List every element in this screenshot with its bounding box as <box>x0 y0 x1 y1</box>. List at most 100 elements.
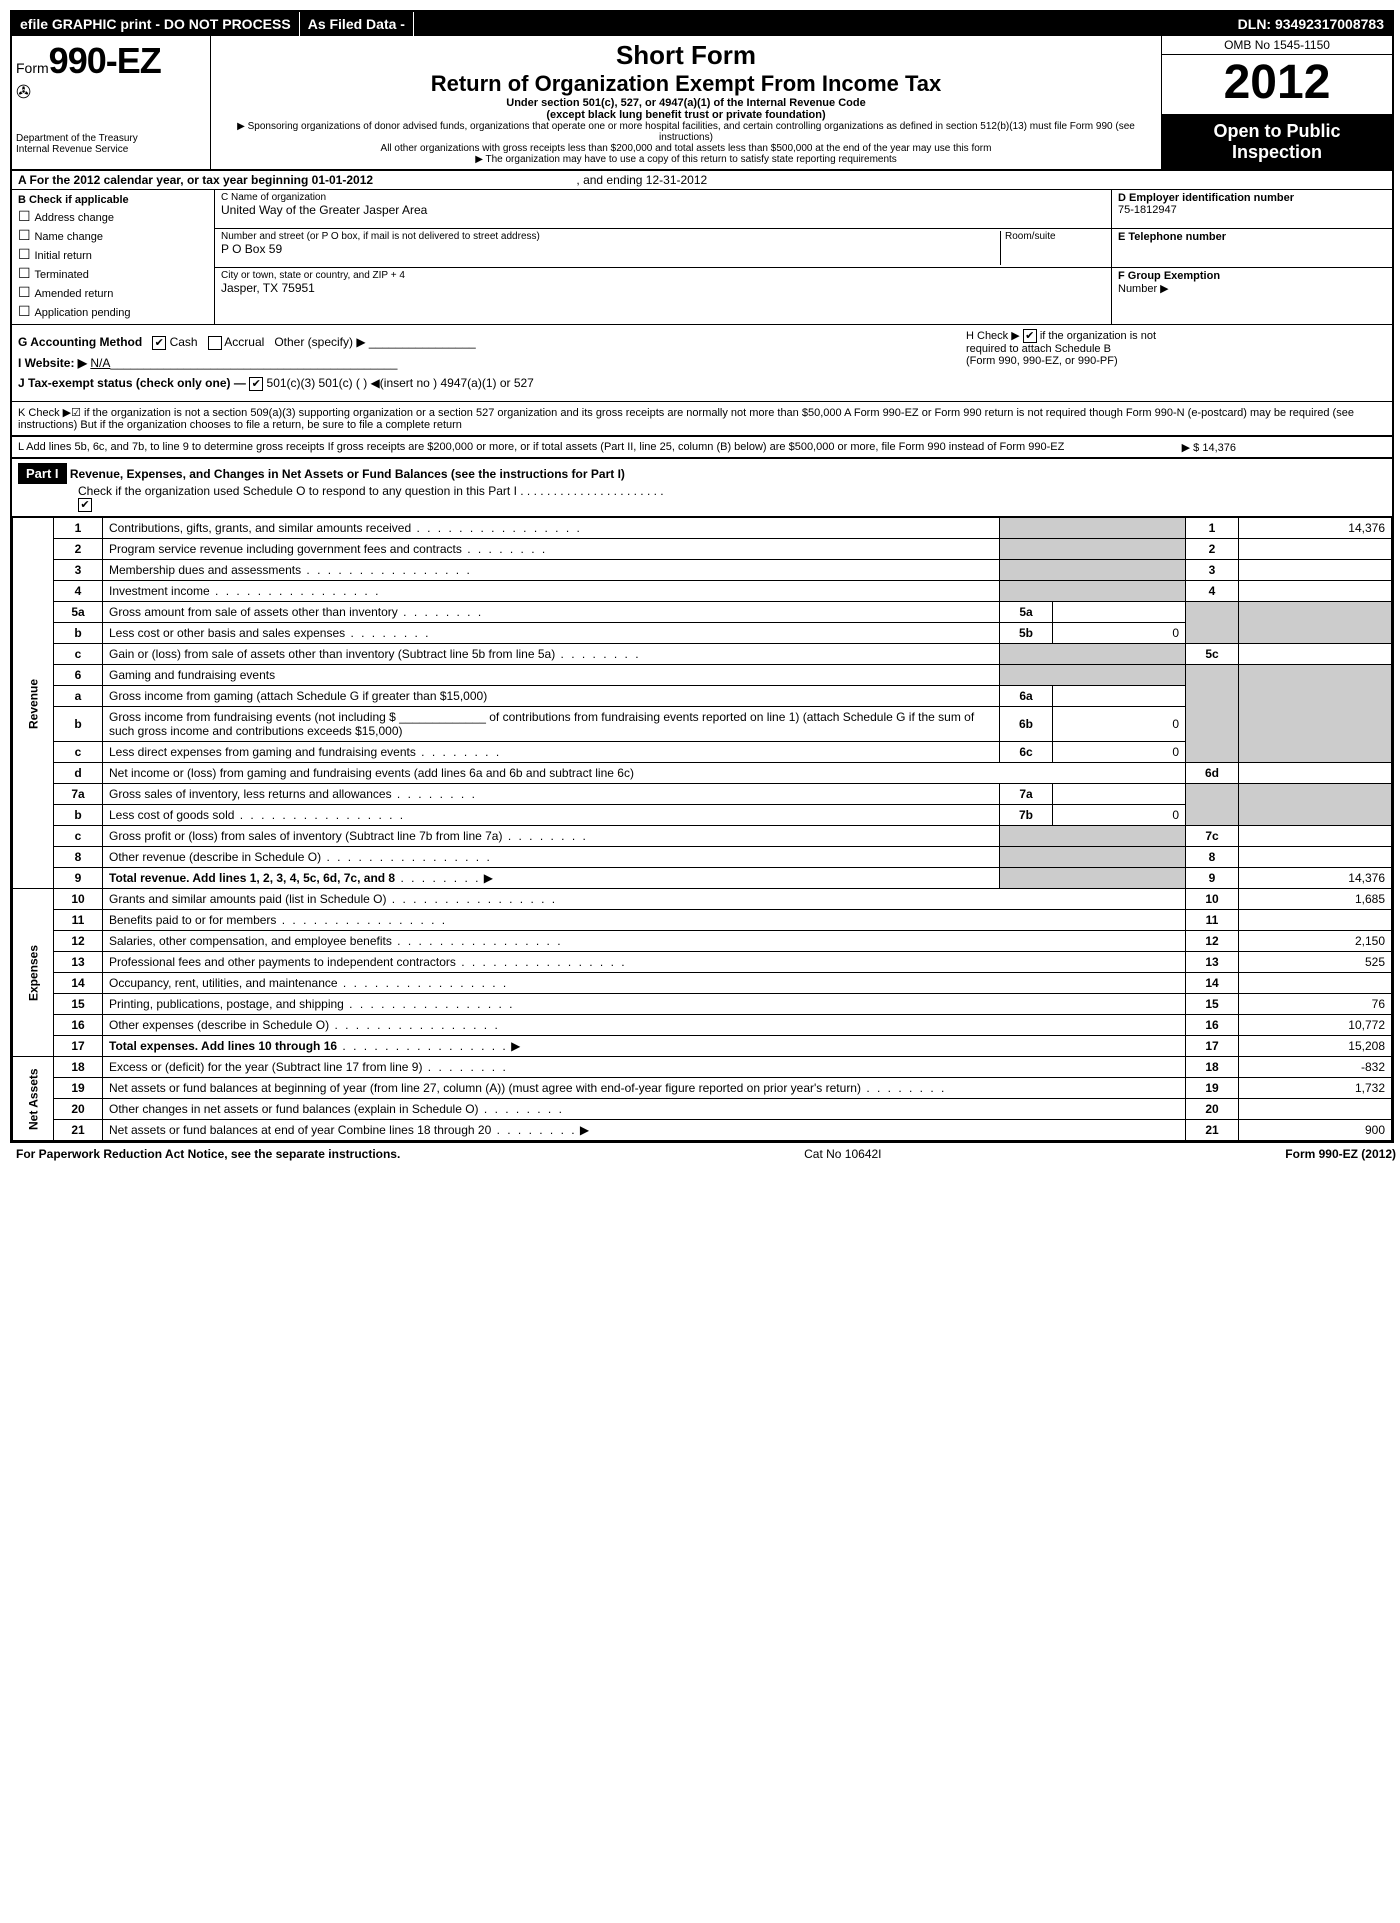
footer-right: Form 990-EZ (2012) <box>1285 1147 1396 1161</box>
c-street-label: Number and street (or P O box, if mail i… <box>221 231 540 242</box>
line12-val: 2,150 <box>1239 931 1392 952</box>
footer-left: For Paperwork Reduction Act Notice, see … <box>16 1147 400 1161</box>
ein-label: D Employer identification number <box>1118 192 1294 204</box>
line13-desc: Professional fees and other payments to … <box>109 955 456 969</box>
h-text2: if the organization is not <box>1040 330 1156 342</box>
line10-val: 1,685 <box>1239 889 1392 910</box>
line7a-desc: Gross sales of inventory, less returns a… <box>109 787 392 801</box>
g-label: G Accounting Method <box>18 335 142 349</box>
side-expenses: Expenses <box>13 889 54 1057</box>
line2-desc: Program service revenue including govern… <box>109 542 462 556</box>
line6b-desc: Gross income from fundraising events (no… <box>103 707 1000 742</box>
note-3: ▶ The organization may have to use a cop… <box>221 154 1151 165</box>
room-suite-label: Room/suite <box>1005 231 1105 242</box>
line16-desc: Other expenses (describe in Schedule O) <box>109 1018 329 1032</box>
h-text4: (Form 990, 990-EZ, or 990-PF) <box>966 355 1118 367</box>
chk-cash[interactable]: ✔ <box>152 336 166 350</box>
line15-val: 76 <box>1239 994 1392 1015</box>
org-street: P O Box 59 <box>221 242 1000 256</box>
line11-val <box>1239 910 1392 931</box>
line6b-mid: 0 <box>1053 707 1186 742</box>
form-header: Form990-EZ ✇ Department of the Treasury … <box>12 36 1392 171</box>
section-bcd: B Check if applicable Address change Nam… <box>12 190 1392 325</box>
form-title: Return of Organization Exempt From Incom… <box>221 71 1151 97</box>
l-text: L Add lines 5b, 6c, and 7b, to line 9 to… <box>18 441 1064 453</box>
line1-val: 14,376 <box>1239 518 1392 539</box>
chk-amended-return[interactable]: Amended return <box>18 284 208 301</box>
side-revenue: Revenue <box>13 518 54 889</box>
line8-val <box>1239 847 1392 868</box>
line5c-val <box>1239 644 1392 665</box>
open-public: Open to Public <box>1213 121 1340 141</box>
row-a-begin: A For the 2012 calendar year, or tax yea… <box>18 173 373 187</box>
note-2: All other organizations with gross recei… <box>221 143 1151 154</box>
line7b-mid: 0 <box>1053 805 1186 826</box>
tax-year: 2012 <box>1162 55 1392 115</box>
line16-val: 10,772 <box>1239 1015 1392 1036</box>
line19-val: 1,732 <box>1239 1078 1392 1099</box>
column-d: D Employer identification number 75-1812… <box>1112 190 1392 324</box>
line21-val: 900 <box>1239 1120 1392 1141</box>
line14-desc: Occupancy, rent, utilities, and maintena… <box>109 976 338 990</box>
ein-value: 75-1812947 <box>1118 204 1386 216</box>
i-label: I Website: ▶ <box>18 356 87 370</box>
subtitle-2: (except black lung benefit trust or priv… <box>221 109 1151 121</box>
line17-val: 15,208 <box>1239 1036 1392 1057</box>
top-bar: efile GRAPHIC print - DO NOT PROCESS As … <box>12 12 1392 36</box>
row-a: A For the 2012 calendar year, or tax yea… <box>12 171 1392 190</box>
chk-terminated[interactable]: Terminated <box>18 265 208 282</box>
line6a-desc: Gross income from gaming (attach Schedul… <box>109 689 487 703</box>
dept-treasury: Department of the Treasury <box>16 133 206 144</box>
line6-desc: Gaming and fundraising events <box>103 665 1000 686</box>
inspection-text: Inspection <box>1232 142 1322 162</box>
line3-val <box>1239 560 1392 581</box>
part1-check: Check if the organization used Schedule … <box>78 484 664 498</box>
c-name-label: C Name of organization <box>221 192 1105 203</box>
footer: For Paperwork Reduction Act Notice, see … <box>10 1143 1400 1165</box>
chk-h[interactable]: ✔ <box>1023 329 1037 343</box>
footer-mid: Cat No 10642I <box>400 1147 1285 1161</box>
j-label: J Tax-exempt status (check only one) — <box>18 376 246 390</box>
header-right: OMB No 1545-1150 2012 Open to Public Ins… <box>1161 36 1392 169</box>
line3-desc: Membership dues and assessments <box>109 563 301 577</box>
chk-application-pending[interactable]: Application pending <box>18 303 208 320</box>
line2-val <box>1239 539 1392 560</box>
line5b-desc: Less cost or other basis and sales expen… <box>109 626 345 640</box>
part1-header-row: Part I Revenue, Expenses, and Changes in… <box>12 459 1392 518</box>
chk-accrual[interactable] <box>208 336 222 350</box>
line19-desc: Net assets or fund balances at beginning… <box>109 1081 861 1095</box>
other-label: Other (specify) ▶ <box>274 335 365 349</box>
line15-desc: Printing, publications, postage, and shi… <box>109 997 344 1011</box>
line1-desc: Contributions, gifts, grants, and simila… <box>109 521 411 535</box>
subtitle-1: Under section 501(c), 527, or 4947(a)(1)… <box>221 97 1151 109</box>
line7c-val <box>1239 826 1392 847</box>
org-name: United Way of the Greater Jasper Area <box>221 203 1105 217</box>
part1-title: Revenue, Expenses, and Changes in Net As… <box>70 467 625 481</box>
chk-name-change[interactable]: Name change <box>18 227 208 244</box>
c-city-label: City or town, state or country, and ZIP … <box>221 270 1105 281</box>
line6c-mid: 0 <box>1053 742 1186 763</box>
row-a-end: , and ending 12-31-2012 <box>576 173 707 187</box>
form-number: 990-EZ <box>49 40 161 81</box>
chk-501c3[interactable]: ✔ <box>249 377 263 391</box>
cash-label: Cash <box>170 335 198 349</box>
chk-initial-return[interactable]: Initial return <box>18 246 208 263</box>
efile-notice: efile GRAPHIC print - DO NOT PROCESS <box>12 12 300 36</box>
line5b-mid: 0 <box>1053 623 1186 644</box>
line7a-mid <box>1053 784 1186 805</box>
line20-desc: Other changes in net assets or fund bala… <box>109 1102 479 1116</box>
line18-desc: Excess or (deficit) for the year (Subtra… <box>109 1060 422 1074</box>
side-netassets: Net Assets <box>13 1057 54 1141</box>
accrual-label: Accrual <box>224 335 264 349</box>
line5a-mid <box>1053 602 1186 623</box>
chk-address-change[interactable]: Address change <box>18 208 208 225</box>
dln: DLN: 93492317008783 <box>1230 12 1392 36</box>
h-check: H Check ▶ <box>966 330 1020 342</box>
chk-part1-scho[interactable]: ✔ <box>78 498 92 512</box>
header-middle: Short Form Return of Organization Exempt… <box>211 36 1161 169</box>
section-l: L Add lines 5b, 6c, and 7b, to line 9 to… <box>12 437 1392 459</box>
dept-irs: Internal Revenue Service <box>16 144 206 155</box>
note-1: ▶ Sponsoring organizations of donor advi… <box>221 121 1151 143</box>
line7c-desc: Gross profit or (loss) from sales of inv… <box>109 829 502 843</box>
inspection-notice: Open to Public Inspection <box>1162 115 1392 169</box>
